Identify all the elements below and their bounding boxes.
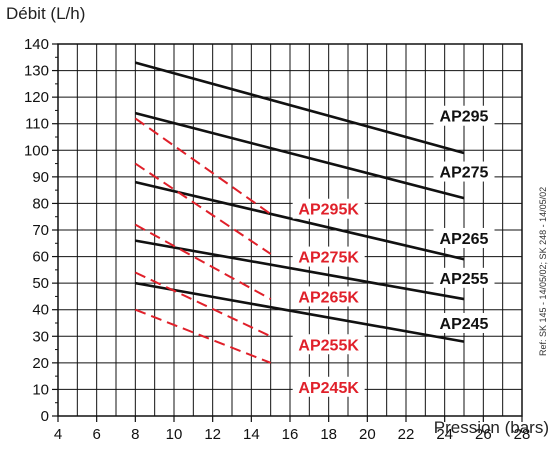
- series-line-ap295: [134, 61, 465, 155]
- series-label-ap245: AP245: [440, 316, 489, 333]
- y-tick-label: 140: [24, 36, 49, 53]
- series-label-bg: [433, 313, 495, 333]
- y-tick-label: 120: [24, 89, 49, 106]
- x-tick-label: 14: [243, 426, 260, 443]
- y-tick-label: 10: [32, 381, 49, 398]
- series-label-ap295k: AP295K: [298, 202, 359, 219]
- series-line-ap275k: [134, 162, 272, 255]
- x-tick-label: 20: [359, 426, 376, 443]
- x-tick-label: 26: [475, 426, 492, 443]
- series-line-ap265k: [134, 223, 272, 300]
- y-tick-label: 100: [24, 142, 49, 159]
- series-line-ap255: [135, 239, 465, 301]
- series-line-ap275: [135, 111, 465, 200]
- y-tick-label: 20: [32, 355, 49, 372]
- series-line-ap245k: [134, 308, 272, 364]
- y-tick-label: 50: [32, 275, 49, 292]
- series-label-ap255k: AP255K: [298, 337, 359, 354]
- x-tick-label: 16: [282, 426, 299, 443]
- x-tick-label: 10: [166, 426, 183, 443]
- x-axis-title: Pression (bars): [433, 418, 549, 437]
- series-label-ap275: AP275: [440, 165, 489, 182]
- series-label-bg: [292, 376, 365, 397]
- y-tick-label: 90: [32, 169, 49, 186]
- y-tick-label: 80: [32, 195, 49, 212]
- x-tick-label: 22: [398, 426, 415, 443]
- y-axis-title: Débit (L/h): [6, 4, 86, 23]
- series-label-ap255: AP255: [440, 271, 489, 288]
- reference-note: Ref: SK 145 - 14/05/02; SK 248 - 14/05/0…: [538, 186, 548, 356]
- plot-frame: [57, 43, 523, 417]
- y-tick-label: 110: [25, 116, 49, 133]
- series-label-bg: [433, 267, 495, 288]
- x-tick-label: 4: [54, 426, 62, 443]
- series-label-bg: [433, 105, 495, 126]
- x-tick-label: 12: [204, 426, 221, 443]
- x-tick-label: 28: [514, 426, 531, 443]
- series-label-bg: [292, 334, 365, 355]
- series-label-ap275k: AP275K: [298, 250, 359, 267]
- y-tick-label: 30: [32, 328, 49, 345]
- y-tick-label: 60: [32, 249, 49, 266]
- series-label-ap295: AP295: [440, 109, 489, 126]
- series-label-bg: [433, 161, 495, 182]
- series-line-ap295k: [134, 117, 272, 215]
- x-tick-label: 24: [436, 426, 453, 443]
- series-line-ap265: [135, 180, 465, 261]
- series-label-ap245k: AP245K: [298, 380, 359, 397]
- series-label-ap265k: AP265K: [298, 289, 359, 306]
- x-tick-label: 8: [131, 426, 139, 443]
- y-tick-label: 130: [24, 63, 49, 80]
- x-tick-label: 18: [320, 426, 337, 443]
- series-label-bg: [292, 286, 365, 307]
- series-label-bg: [433, 227, 495, 248]
- y-tick-label: 0: [41, 408, 49, 425]
- series-line-ap245: [135, 281, 465, 343]
- x-tick-label: 6: [92, 426, 100, 443]
- series-label-bg: [292, 198, 365, 219]
- series-label-ap265: AP265: [440, 231, 489, 248]
- series-label-bg: [292, 246, 365, 267]
- series-line-ap255k: [134, 271, 272, 338]
- y-tick-label: 70: [32, 222, 49, 239]
- y-tick-label: 40: [32, 302, 49, 319]
